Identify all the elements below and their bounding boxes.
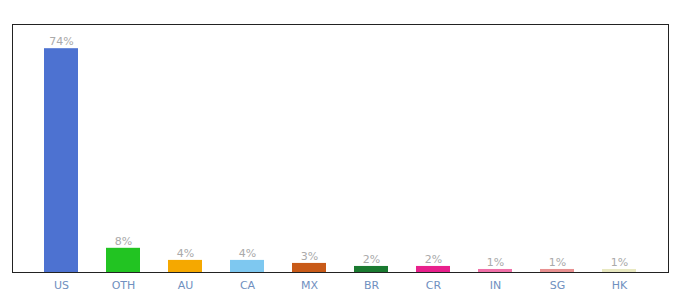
svg-text:CA: CA (240, 279, 256, 292)
svg-text:4%: 4% (177, 247, 194, 260)
svg-text:2%: 2% (425, 253, 442, 266)
svg-text:US: US (54, 279, 69, 292)
svg-text:8%: 8% (115, 235, 132, 248)
svg-text:AU: AU (178, 279, 194, 292)
svg-text:1%: 1% (611, 256, 628, 269)
svg-text:74%: 74% (49, 35, 73, 48)
svg-text:4%: 4% (239, 247, 256, 260)
svg-text:MX: MX (301, 279, 318, 292)
svg-text:SG: SG (550, 279, 566, 292)
svg-text:3%: 3% (301, 250, 318, 263)
svg-text:BR: BR (364, 279, 380, 292)
svg-text:CR: CR (426, 279, 442, 292)
svg-text:OTH: OTH (112, 279, 136, 292)
svg-text:1%: 1% (487, 256, 504, 269)
svg-text:1%: 1% (549, 256, 566, 269)
svg-text:HK: HK (612, 279, 628, 292)
svg-text:2%: 2% (363, 253, 380, 266)
svg-text:IN: IN (490, 279, 501, 292)
